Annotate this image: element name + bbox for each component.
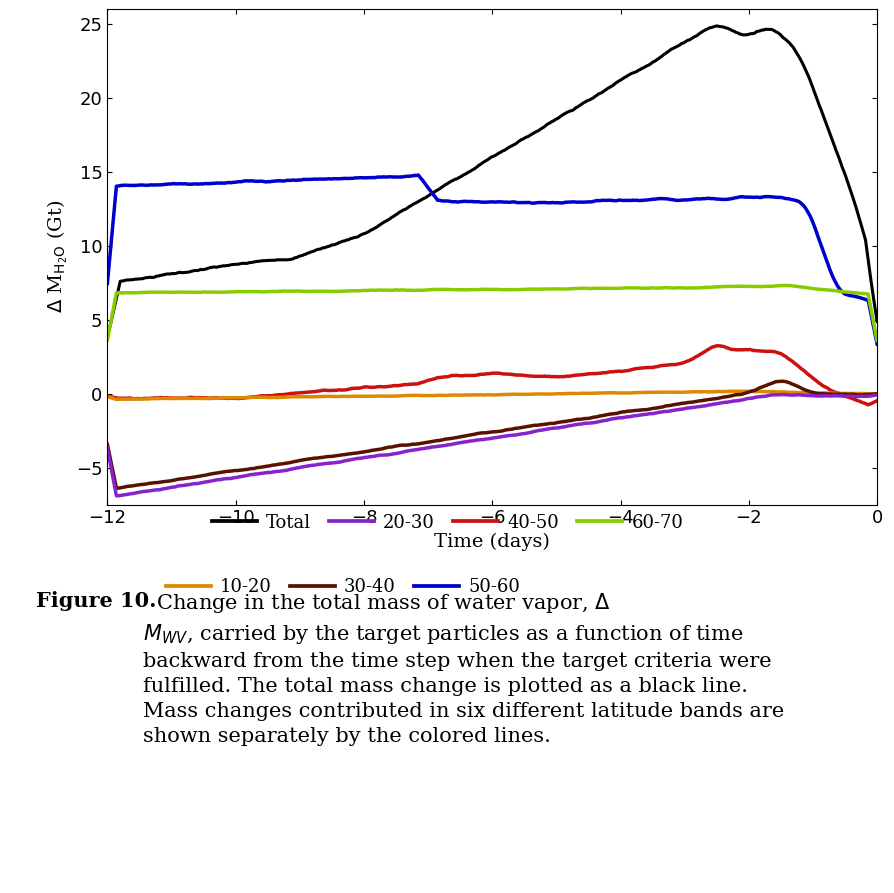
X-axis label: Time (days): Time (days) — [434, 533, 550, 551]
Text: Figure 10.: Figure 10. — [36, 591, 156, 611]
Legend: 10-20, 30-40, 50-60: 10-20, 30-40, 50-60 — [158, 571, 527, 603]
Text: Change in the total mass of water vapor, $\Delta$
$M_{WV}$, carried by the targe: Change in the total mass of water vapor,… — [143, 591, 783, 747]
Y-axis label: $\Delta$ M$_{\mathrm{H_2O}}$ (Gt): $\Delta$ M$_{\mathrm{H_2O}}$ (Gt) — [46, 200, 71, 313]
